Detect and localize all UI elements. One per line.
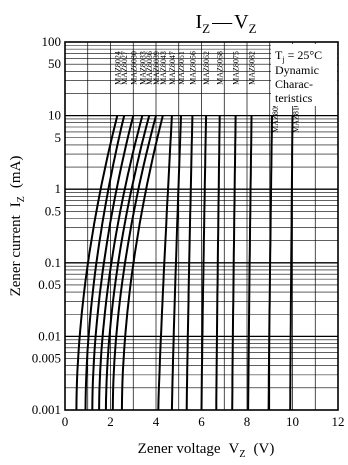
x-tick-label: 4 [153,414,160,429]
series-label-maz8082: MAZ8082 [248,51,257,85]
plot-frame [64,41,339,411]
y-tick-label: 0.01 [38,328,61,343]
curve-maz8051 [170,115,182,411]
x-axis-label: Zener voltage VZ (V) [138,441,275,460]
curve-maz8062 [200,115,208,411]
y-tick-labels: 0.001 0.005 0.01 0.05 0.1 0.5 1 5 10 50 100 [32,34,61,417]
curve-maz8091 [267,115,273,411]
conditions-annotation: Tj = 25°C Dynamic Charac- teristics [271,44,337,106]
curve-maz8033 [98,115,144,411]
y-tick-label: 10 [48,108,61,123]
series-label-maz8043: MAZ8043 [159,51,168,85]
curve-maz8024 [75,115,119,411]
curves [75,115,294,411]
x-tick-label: 8 [244,414,251,429]
y-tick-label: 0.005 [32,351,61,366]
curve-maz8056 [185,115,194,411]
curve-maz8036 [104,115,151,411]
series-label-maz8062: MAZ8062 [202,51,211,85]
chart-title: IZ — VZ [195,11,256,36]
curve-maz8030 [91,115,135,411]
y-tick-label: 50 [48,56,61,71]
curve-maz8082 [247,115,253,411]
curve-maz8043 [120,115,164,411]
series-label-maz8027: MAZ8027 [120,51,129,85]
series-label-maz8075: MAZ8075 [232,51,241,85]
x-tick-label: 12 [332,414,345,429]
annotation-temperature: Tj = 25°C [275,48,322,64]
curve-maz8027 [84,115,126,411]
series-label-maz8047: MAZ8047 [168,51,177,85]
series-label-maz8033: MAZ8033 [138,51,147,85]
series-label-maz8024: MAZ8024 [113,51,122,85]
y-tick-label: 0.05 [38,277,61,292]
series-label-maz8068: MAZ8068 [216,51,225,85]
curve-maz8075 [231,115,237,411]
curve-maz8100 [289,115,294,411]
x-tick-label: 6 [198,414,205,429]
series-label-maz8051: MAZ8051 [177,51,186,85]
series-label-maz8056: MAZ8056 [188,51,197,85]
y-axis-label: Zener currentIZ(mA) [8,156,27,297]
series-label-maz8091: MAZ8091 [271,99,280,133]
x-tick-label: 10 [286,414,299,429]
curve-maz8068 [215,115,221,410]
curve-maz8047 [157,115,173,411]
annotation-line-4: teristics [275,91,313,105]
y-tick-label: 1 [55,181,62,196]
annotation-line-3: Charac- [275,77,313,91]
annotation-background [271,44,337,106]
curve-maz8039 [111,115,157,411]
series-label-maz8036: MAZ8036 [145,51,154,85]
annotation-line-2: Dynamic [275,63,319,77]
y-tick-label: 100 [42,34,62,49]
y-tick-label: 0.1 [45,255,61,270]
y-tick-label: 0.5 [45,203,61,218]
x-tick-label: 0 [62,414,69,429]
y-tick-label: 0.001 [32,402,61,417]
series-label-maz8039: MAZ8039 [152,51,161,85]
x-tick-labels: 0 2 4 6 8 10 12 [62,414,345,429]
series-label-maz8030: MAZ8030 [129,51,138,85]
y-tick-label: 5 [55,130,62,145]
x-tick-label: 2 [107,414,114,429]
series-label-maz8100: MAZ8100 [292,99,301,133]
